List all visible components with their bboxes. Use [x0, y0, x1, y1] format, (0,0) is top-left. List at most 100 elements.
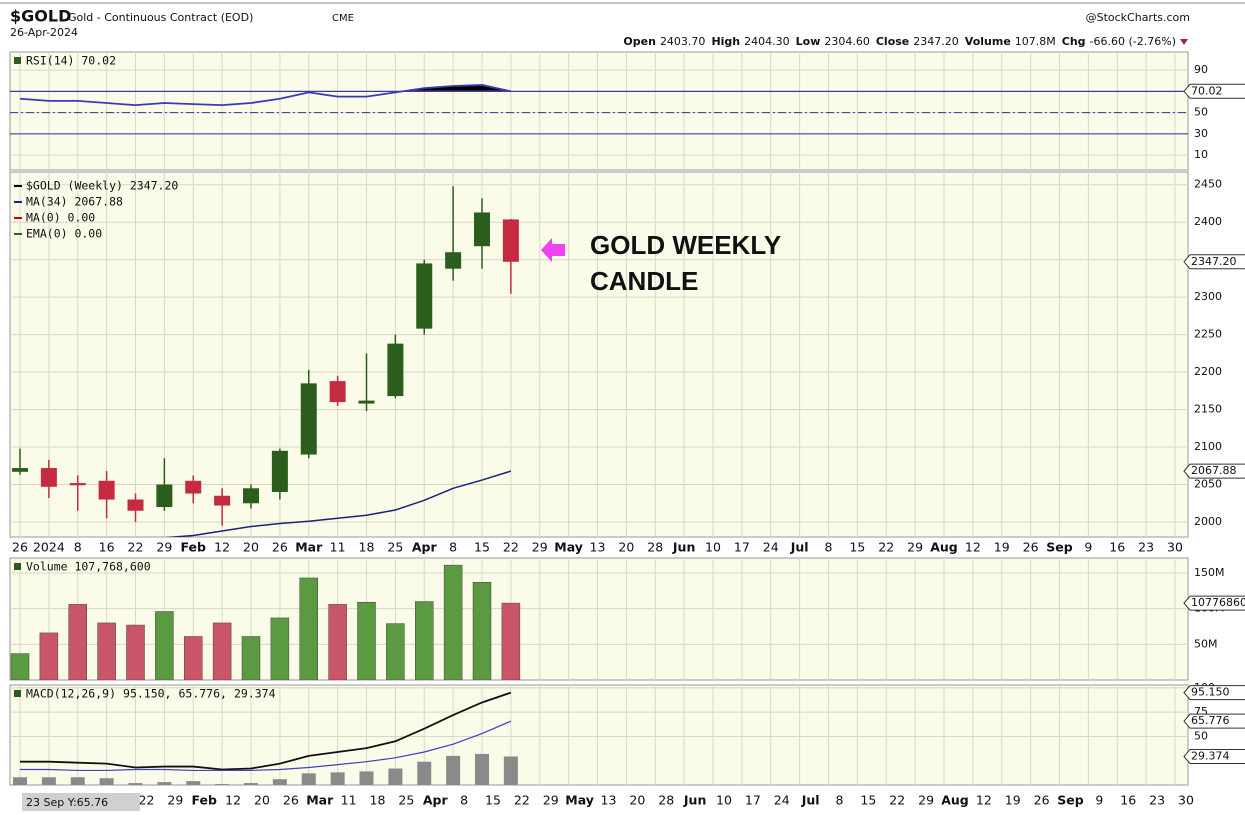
legend-entry: MA(0) 0.00 — [26, 211, 95, 225]
series-line — [20, 691, 512, 771]
x-tick-label: 26 — [1023, 540, 1039, 555]
candle-body — [387, 343, 404, 397]
histogram-bar — [359, 771, 374, 785]
candle-body — [185, 480, 202, 494]
axis-tag — [1183, 685, 1245, 701]
x-tick-label-bottom: 29 — [167, 793, 183, 808]
x-tick-label: 9 — [1084, 540, 1092, 555]
quote-value: 2304.60 — [824, 35, 870, 48]
candle-body — [243, 488, 259, 504]
x-tick-label: 20 — [243, 540, 259, 555]
y-tick-label: 2300 — [1194, 290, 1222, 303]
x-tick-label-bottom: Jun — [683, 793, 706, 808]
histogram-bar — [128, 783, 143, 785]
date: 26-Apr-2024 — [10, 26, 78, 39]
volume-bar — [415, 601, 434, 680]
x-tick-label-bottom: 22 — [514, 793, 530, 808]
x-tick-label-bottom: May — [565, 793, 594, 808]
x-tick-label-bottom: Apr — [423, 793, 449, 808]
x-tick-label: Feb — [181, 540, 207, 555]
x-tick-label: 18 — [359, 540, 375, 555]
x-tick-label: 13 — [590, 540, 606, 555]
x-tick-label-bottom: 15 — [485, 793, 501, 808]
panel-background — [9, 51, 1189, 171]
volume-bar — [126, 624, 145, 680]
plot — [10, 564, 521, 680]
x-tick-label: 8 — [449, 540, 457, 555]
histogram-bar — [417, 761, 432, 785]
x-tick-label: 2024 — [33, 540, 65, 555]
x-tick-label: 19 — [994, 540, 1010, 555]
x-tick-label: Aug — [930, 540, 958, 555]
x-tick-label-bottom: Feb — [192, 793, 218, 808]
quote: Open 2403.70 High 2404.30 Low 2304.60 Close 234… — [623, 35, 1176, 48]
instrument-name: Gold - Continuous Contract (EOD) — [68, 11, 253, 24]
series-line — [19, 84, 512, 107]
annotation-text: CANDLE — [590, 266, 698, 296]
crosshair-box — [22, 793, 140, 811]
candle-body — [358, 400, 375, 404]
x-tick-label: 12 — [965, 540, 981, 555]
axis-tag-label: 2067.88 — [1191, 464, 1237, 477]
histogram-bar — [475, 753, 489, 785]
y-tick-label: 2050 — [1194, 478, 1222, 491]
axis-tag-label: 65.776 — [1191, 714, 1230, 727]
plot — [13, 691, 518, 785]
down-triangle — [1180, 39, 1188, 45]
x-tick-label-bottom: 16 — [1120, 793, 1136, 808]
x-tick-label: 29 — [156, 540, 172, 555]
histogram-bar — [330, 772, 345, 785]
histogram-bar — [157, 782, 172, 785]
x-tick-label-bottom: Aug — [941, 793, 969, 808]
x-tick-label: 8 — [825, 540, 833, 555]
candle-body — [40, 468, 57, 487]
x-tick-label: 22 — [503, 540, 519, 555]
candle-body — [445, 252, 462, 269]
histogram-bar — [99, 778, 114, 785]
legend-icon — [14, 57, 21, 64]
x-tick-label-bottom: 30 — [1178, 793, 1194, 808]
histogram-bar — [70, 777, 85, 785]
x-tick-label: 29 — [532, 540, 548, 555]
quote-value: -66.60 (-2.76%) — [1090, 35, 1176, 48]
x-tick-label: 26 — [12, 540, 28, 555]
y-tick-label: 10 — [1194, 148, 1208, 161]
x-tick-label: Sep — [1046, 540, 1072, 555]
x-tick-label-bottom: 15 — [860, 793, 876, 808]
x-tick-label: 15 — [849, 540, 865, 555]
axis-tag — [1183, 254, 1245, 270]
x-tick-label-bottom: 29 — [918, 793, 934, 808]
histogram-bar — [13, 777, 27, 785]
panel-background — [9, 171, 1189, 538]
histogram-bar — [186, 781, 201, 785]
x-tick-label-bottom: 8 — [460, 793, 468, 808]
y-tick-label: 2150 — [1194, 403, 1222, 416]
legend-icon — [14, 690, 21, 697]
volume-bar — [97, 622, 116, 680]
x-tick-label: 20 — [618, 540, 634, 555]
volume-bar — [68, 604, 87, 680]
quote-label: Close — [876, 35, 909, 48]
volume-bar — [472, 582, 492, 680]
quote-label: Volume — [965, 35, 1011, 48]
candle-body — [127, 499, 144, 511]
x-tick-label: 29 — [907, 540, 923, 555]
x-tick-label: 22 — [128, 540, 144, 555]
volume-bar — [241, 636, 261, 680]
axis-tag — [1183, 748, 1245, 764]
quote-label: High — [711, 35, 740, 48]
x-tick-label-bottom: 22 — [139, 793, 155, 808]
quote-label: Low — [796, 35, 821, 48]
quote-value: 2403.70 — [660, 35, 706, 48]
x-tick-label: 16 — [1109, 540, 1125, 555]
series-line — [20, 720, 512, 772]
series-line — [164, 470, 512, 537]
axis-tag-label: 29.374 — [1191, 749, 1230, 762]
x-tick-label: 24 — [763, 540, 779, 555]
axis-tag — [1183, 713, 1245, 729]
x-tick-label: Mar — [295, 540, 323, 555]
x-tick-label-bottom: Sep — [1057, 793, 1083, 808]
x-axis-band — [10, 540, 1188, 556]
x-tick-label: May — [554, 540, 583, 555]
panel-title: Volume 107,768,600 — [26, 560, 151, 574]
